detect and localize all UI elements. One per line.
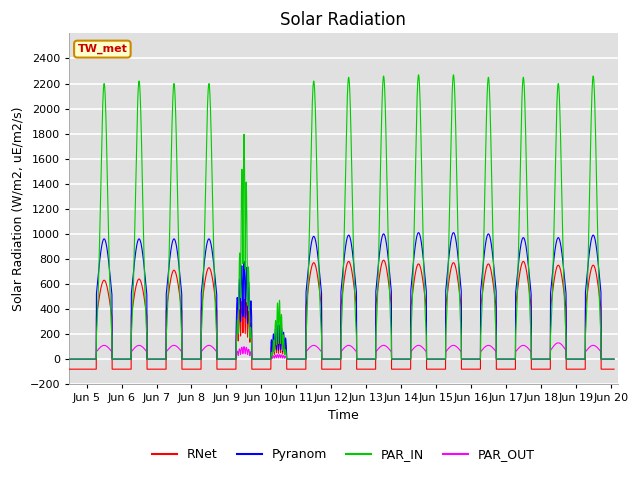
PAR_OUT <box>470 356 477 362</box>
PAR_IN <box>600 356 608 362</box>
Pyranom <box>65 356 73 362</box>
PAR_OUT <box>90 356 98 362</box>
RNet <box>610 366 618 372</box>
Pyranom <box>276 337 284 343</box>
PAR_OUT <box>440 356 448 362</box>
Line: PAR_IN: PAR_IN <box>69 75 614 359</box>
RNet <box>90 366 98 372</box>
RNet <box>276 344 284 350</box>
PAR_OUT <box>276 354 284 360</box>
PAR_IN <box>90 356 98 362</box>
X-axis label: Time: Time <box>328 409 359 422</box>
Pyranom <box>415 230 422 236</box>
RNet <box>440 366 448 372</box>
Line: Pyranom: Pyranom <box>69 233 614 359</box>
PAR_OUT <box>600 356 608 362</box>
Text: TW_met: TW_met <box>77 44 127 54</box>
Line: PAR_OUT: PAR_OUT <box>69 343 614 359</box>
RNet <box>600 366 608 372</box>
PAR_OUT <box>65 356 73 362</box>
Pyranom <box>89 356 97 362</box>
Y-axis label: Solar Radiation (W/m2, uE/m2/s): Solar Radiation (W/m2, uE/m2/s) <box>11 107 24 311</box>
PAR_IN <box>65 356 73 362</box>
RNet <box>470 366 477 372</box>
RNet <box>380 257 387 263</box>
PAR_OUT <box>610 356 618 362</box>
RNet <box>89 366 97 372</box>
PAR_IN <box>440 356 448 362</box>
Legend: RNet, Pyranom, PAR_IN, PAR_OUT: RNet, Pyranom, PAR_IN, PAR_OUT <box>147 443 540 466</box>
PAR_IN <box>89 356 97 362</box>
Title: Solar Radiation: Solar Radiation <box>280 11 406 29</box>
Pyranom <box>90 356 98 362</box>
PAR_OUT <box>89 356 97 362</box>
Pyranom <box>610 356 618 362</box>
PAR_IN <box>470 356 477 362</box>
Pyranom <box>470 356 477 362</box>
Line: RNet: RNet <box>69 260 614 369</box>
Pyranom <box>600 356 608 362</box>
PAR_OUT <box>554 340 562 346</box>
PAR_IN <box>276 325 284 331</box>
PAR_IN <box>610 356 618 362</box>
PAR_IN <box>415 72 422 78</box>
Pyranom <box>440 356 448 362</box>
RNet <box>65 366 73 372</box>
